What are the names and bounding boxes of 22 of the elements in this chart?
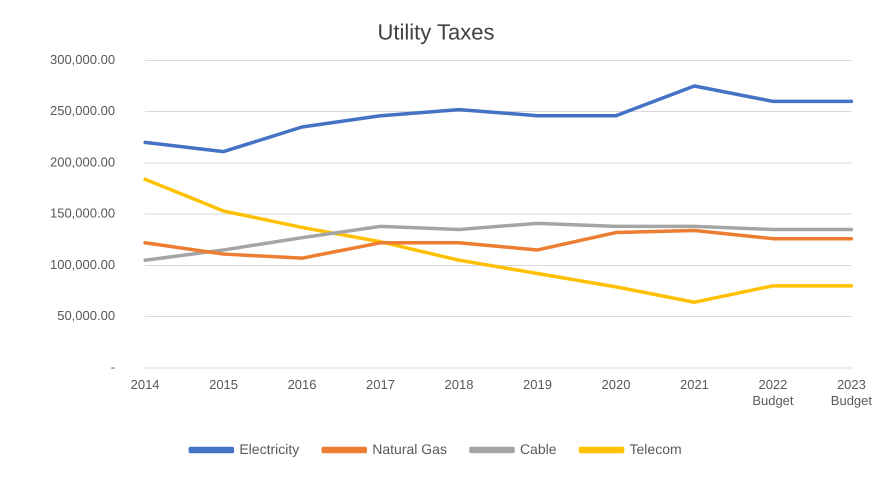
x-tick-label: 2017 — [366, 377, 395, 392]
y-tick-label: 200,000.00 — [50, 154, 116, 170]
x-tick-label: 2023 Budget — [830, 377, 872, 408]
x-tick-label: 2015 — [209, 377, 238, 392]
legend-label: Cable — [520, 440, 557, 457]
x-tick-label: 2018 — [444, 377, 474, 392]
chart-title: Utility Taxes — [378, 19, 494, 44]
y-tick-label: 150,000.00 — [50, 206, 116, 221]
y-tick-label: 50,000.00 — [57, 308, 116, 324]
y-tick-label: - — [110, 359, 116, 374]
x-tick-label: 2014 — [130, 377, 160, 392]
legend-label: Telecom — [630, 440, 682, 457]
legend-label: Natural Gas — [372, 440, 447, 457]
legend-label: Electricity — [239, 440, 300, 457]
x-tick-label: 2019 — [523, 377, 552, 392]
x-tick-label: 2020 — [601, 377, 630, 392]
y-tick-label: 100,000.00 — [50, 256, 116, 272]
y-tick-label: 300,000.00 — [50, 52, 116, 67]
x-tick-label: 2016 — [288, 377, 316, 392]
x-tick-label: 2021 — [680, 377, 709, 392]
x-tick-label: 2022 Budget — [752, 377, 794, 408]
y-tick-label: 250,000.00 — [50, 103, 116, 118]
